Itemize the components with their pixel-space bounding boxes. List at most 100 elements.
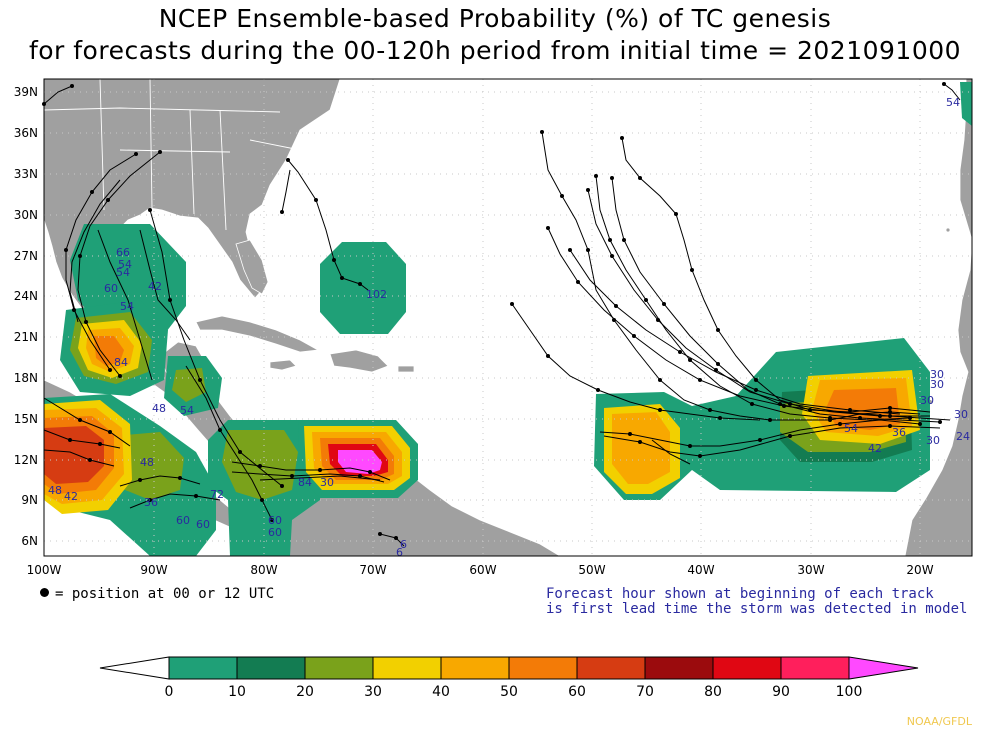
shade-bahamas-green [320,242,406,334]
canary-island [945,227,951,233]
africa-land [904,78,973,557]
colorbar-box [780,656,850,680]
colorbar-tick-label: 0 [165,684,174,700]
track-label: 102 [366,288,387,301]
lon-label: 20W [906,563,933,577]
lat-label: 9N [21,493,38,507]
colorbar-tick-label: 70 [636,684,654,700]
cuba-land [195,315,320,353]
florida-land [235,239,269,295]
colorbar-tick-label: 60 [568,684,586,700]
track-label: 30 [954,408,968,421]
colorbar-box [508,656,578,680]
credit: NOAA/GFDL [906,715,972,728]
colorbar-tick-label: 40 [432,684,450,700]
lat-label: 24N [14,289,38,303]
shade-nw-africa-green [960,82,972,126]
track-label: 48 [48,484,62,497]
track-label: 60 [268,514,282,527]
colorbar-box [440,656,510,680]
track-label: 84 [114,356,128,369]
longitude-labels: 100W 90W 80W 70W 60W 50W 40W 30W 20W [27,563,934,577]
track-label: 6 [400,538,407,551]
track-hour-labels: 54 102 66 54 54 42 60 54 84 48 54 30 30 … [48,96,970,559]
lon-label: 90W [140,563,167,577]
colorbar-tick-label: 90 [772,684,790,700]
track-label: 60 [268,526,282,539]
track-label: 54 [844,422,858,435]
colorbar-tick-labels: 0 10 20 30 40 50 60 70 80 90 100 [165,684,863,700]
colorbar-tick-label: 80 [704,684,722,700]
colorbar-box [168,656,238,680]
position-legend-text: = position at 00 or 12 UTC [55,586,275,602]
title-line-2: for forecasts during the 00-120h period … [28,36,962,65]
colorbar-box [304,656,374,680]
track-label: 54 [118,258,132,271]
lon-label: 100W [27,563,62,577]
track-label: 54 [180,404,194,417]
colorbar-box [712,656,782,680]
track-label: 42 [148,280,162,293]
lat-label: 18N [14,371,38,385]
track-label: 48 [152,402,166,415]
forecast-note-line-1: Forecast hour shown at beginning of each… [546,586,934,602]
jamaica-land [269,359,297,371]
track-label: 60 [176,514,190,527]
lon-label: 30W [797,563,824,577]
colorbar-box [644,656,714,680]
colorbar-box [236,656,306,680]
track-label: 72 [210,488,224,501]
map-frame [43,78,973,557]
colorbar-low-triangle [99,656,170,680]
colorbar-box [372,656,442,680]
track-label: 66 [116,246,130,259]
colorbar-tick-label: 50 [500,684,518,700]
track-label: 24 [956,430,970,443]
track-label: 30 [930,378,944,391]
shade-mexico-dark-orange [94,336,124,366]
lat-label: 33N [14,167,38,181]
lat-label: 39N [14,85,38,99]
position-legend: = position at 00 or 12 UTC [40,586,274,602]
shade-bay-campeche-olive [172,368,206,402]
track-label: 36 [144,496,158,509]
lat-label: 15N [14,412,38,426]
colorbar-tick-label: 10 [228,684,246,700]
track-label: 6 [396,546,403,559]
lon-label: 80W [250,563,277,577]
track-label: 54 [120,300,134,313]
track-label: 30 [930,368,944,381]
position-dot-icon [40,588,49,597]
track-label: 54 [946,96,960,109]
lon-label: 50W [578,563,605,577]
colorbar-box [576,656,646,680]
lon-label: 70W [359,563,386,577]
lat-label: 12N [14,453,38,467]
political-borders [43,78,301,231]
track-label: 42 [868,442,882,455]
lat-label: 27N [14,249,38,263]
colorbar-high-triangle [848,656,919,680]
colorbar-tick-label: 100 [836,684,863,700]
lon-label: 60W [469,563,496,577]
colorbar-tick-label: 20 [296,684,314,700]
shade-epac-red [44,426,104,484]
hispaniola-land [329,349,389,373]
track-label: 30 [320,476,334,489]
lat-label: 21N [14,330,38,344]
title-line-1: NCEP Ensemble-based Probability (%) of T… [158,4,832,33]
forecast-note-line-2: is first lead time the storm was detecte… [546,601,968,617]
track-label: 84 [298,476,312,489]
puerto-rico-land [397,365,415,373]
shade-mdr-orange-west [612,412,670,484]
track-label: 60 [104,282,118,295]
colorbar-tick-label: 30 [364,684,382,700]
track-label: 60 [196,518,210,531]
latitude-labels: 39N 36N 33N 30N 27N 24N 21N 18N 15N 12N … [14,85,38,548]
track-label: 36 [892,426,906,439]
track-position-dots [42,82,946,540]
colorbar-boxes [168,656,850,680]
track-label: 54 [116,266,130,279]
track-label: 30 [920,394,934,407]
